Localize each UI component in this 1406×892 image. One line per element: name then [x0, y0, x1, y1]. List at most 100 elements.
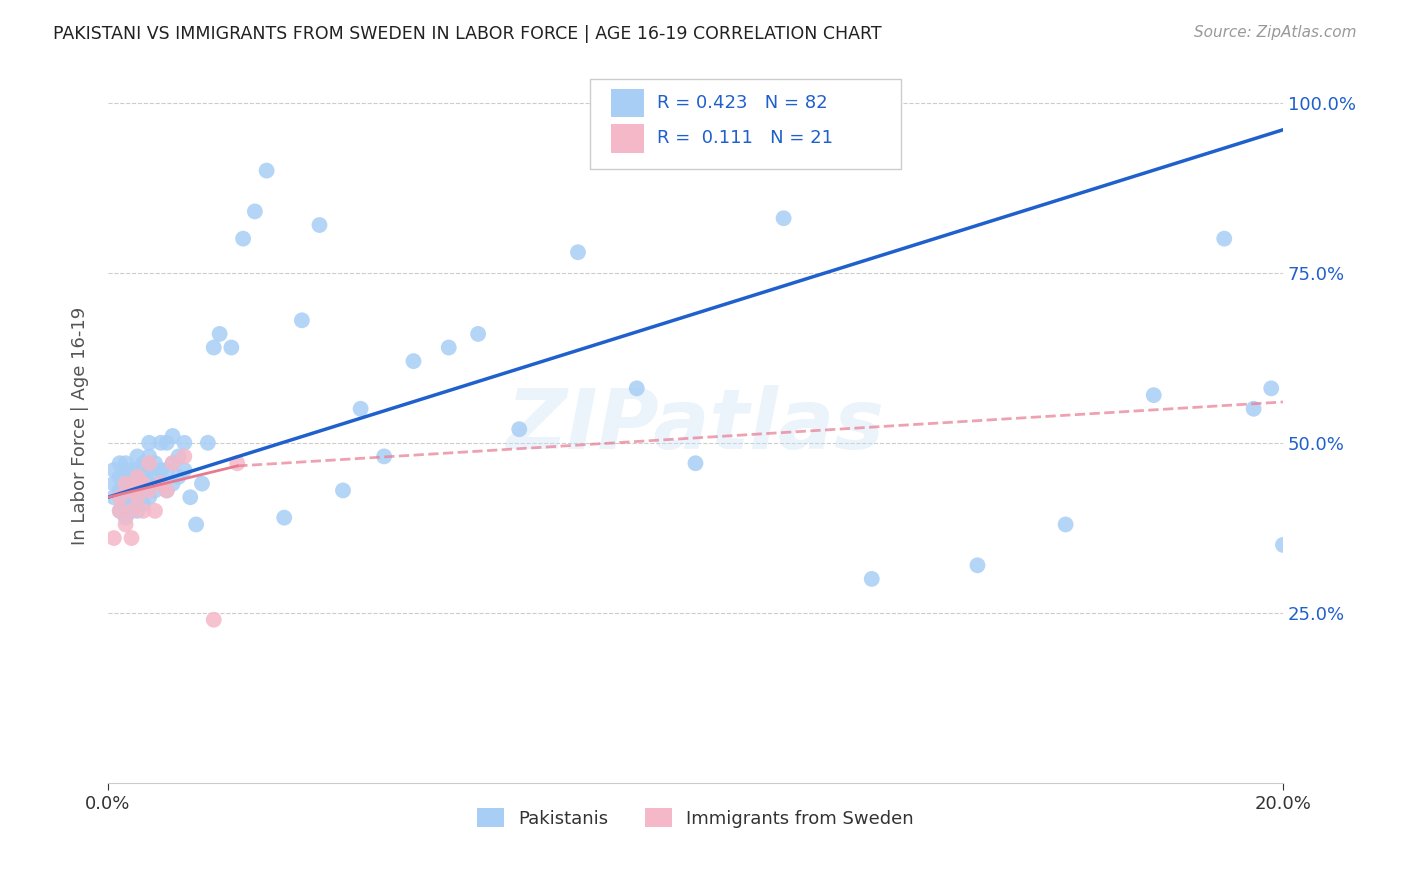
Point [114, 497, 136, 511]
Point [103, 531, 125, 545]
Point [1143, 388, 1166, 402]
Point [291, 313, 314, 327]
Point [966, 558, 988, 573]
Point [162, 456, 184, 470]
Point [173, 450, 195, 464]
Point [156, 483, 179, 498]
Point [243, 204, 266, 219]
Point [127, 450, 149, 464]
Point [132, 497, 155, 511]
Point [149, 476, 172, 491]
Point [103, 490, 125, 504]
Point [138, 450, 160, 464]
Point [114, 456, 136, 470]
FancyBboxPatch shape [610, 124, 644, 153]
Point [114, 470, 136, 484]
Point [108, 470, 131, 484]
Legend: Pakistanis, Immigrants from Sweden: Pakistanis, Immigrants from Sweden [470, 801, 921, 835]
Point [179, 490, 201, 504]
Point [184, 517, 207, 532]
Point [202, 341, 225, 355]
Point [567, 245, 589, 260]
Point [149, 476, 172, 491]
Point [156, 463, 179, 477]
Point [114, 483, 136, 498]
Point [1260, 381, 1282, 395]
Point [127, 476, 149, 491]
Text: PAKISTANI VS IMMIGRANTS FROM SWEDEN IN LABOR FORCE | AGE 16-19 CORRELATION CHART: PAKISTANI VS IMMIGRANTS FROM SWEDEN IN L… [53, 25, 882, 43]
Point [197, 435, 219, 450]
Point [156, 483, 179, 498]
Point [132, 483, 155, 498]
Point [626, 381, 648, 395]
FancyBboxPatch shape [589, 79, 901, 169]
Point [1213, 232, 1236, 246]
Point [108, 504, 131, 518]
Text: R = 0.423   N = 82: R = 0.423 N = 82 [657, 94, 827, 112]
Point [256, 163, 278, 178]
Point [349, 401, 371, 416]
Point [138, 463, 160, 477]
Point [202, 613, 225, 627]
Point [402, 354, 425, 368]
Point [685, 456, 707, 470]
Point [332, 483, 354, 498]
Point [308, 218, 330, 232]
Point [114, 510, 136, 524]
Point [772, 211, 794, 226]
Point [103, 463, 125, 477]
Point [149, 435, 172, 450]
Point [132, 476, 155, 491]
Point [373, 450, 395, 464]
Point [226, 456, 249, 470]
Point [121, 483, 143, 498]
Point [173, 463, 195, 477]
Point [121, 497, 143, 511]
Point [127, 483, 149, 498]
Point [121, 463, 143, 477]
Point [127, 504, 149, 518]
Y-axis label: In Labor Force | Age 16-19: In Labor Force | Age 16-19 [72, 307, 89, 545]
Point [138, 483, 160, 498]
Point [162, 429, 184, 443]
Point [108, 483, 131, 498]
Point [121, 531, 143, 545]
Point [132, 470, 155, 484]
Point [138, 476, 160, 491]
Point [103, 476, 125, 491]
Point [121, 504, 143, 518]
Point [208, 326, 231, 341]
Point [149, 463, 172, 477]
Point [121, 476, 143, 491]
Point [132, 504, 155, 518]
Point [138, 435, 160, 450]
Point [162, 456, 184, 470]
Point [108, 504, 131, 518]
Point [127, 490, 149, 504]
Point [143, 504, 166, 518]
Point [121, 504, 143, 518]
Point [167, 470, 190, 484]
Point [127, 470, 149, 484]
Point [173, 435, 195, 450]
Point [1272, 538, 1295, 552]
Point [132, 456, 155, 470]
Point [437, 341, 460, 355]
Point [114, 490, 136, 504]
Point [108, 490, 131, 504]
Point [114, 476, 136, 491]
Point [138, 490, 160, 504]
Point [127, 463, 149, 477]
Point [467, 326, 489, 341]
Point [143, 456, 166, 470]
Text: Source: ZipAtlas.com: Source: ZipAtlas.com [1194, 25, 1357, 40]
Point [138, 456, 160, 470]
Point [114, 517, 136, 532]
Point [121, 490, 143, 504]
Point [143, 483, 166, 498]
Text: R =  0.111   N = 21: R = 0.111 N = 21 [657, 129, 832, 147]
Point [1054, 517, 1077, 532]
Text: ZIPatlas: ZIPatlas [506, 385, 884, 467]
Point [167, 450, 190, 464]
Point [162, 476, 184, 491]
